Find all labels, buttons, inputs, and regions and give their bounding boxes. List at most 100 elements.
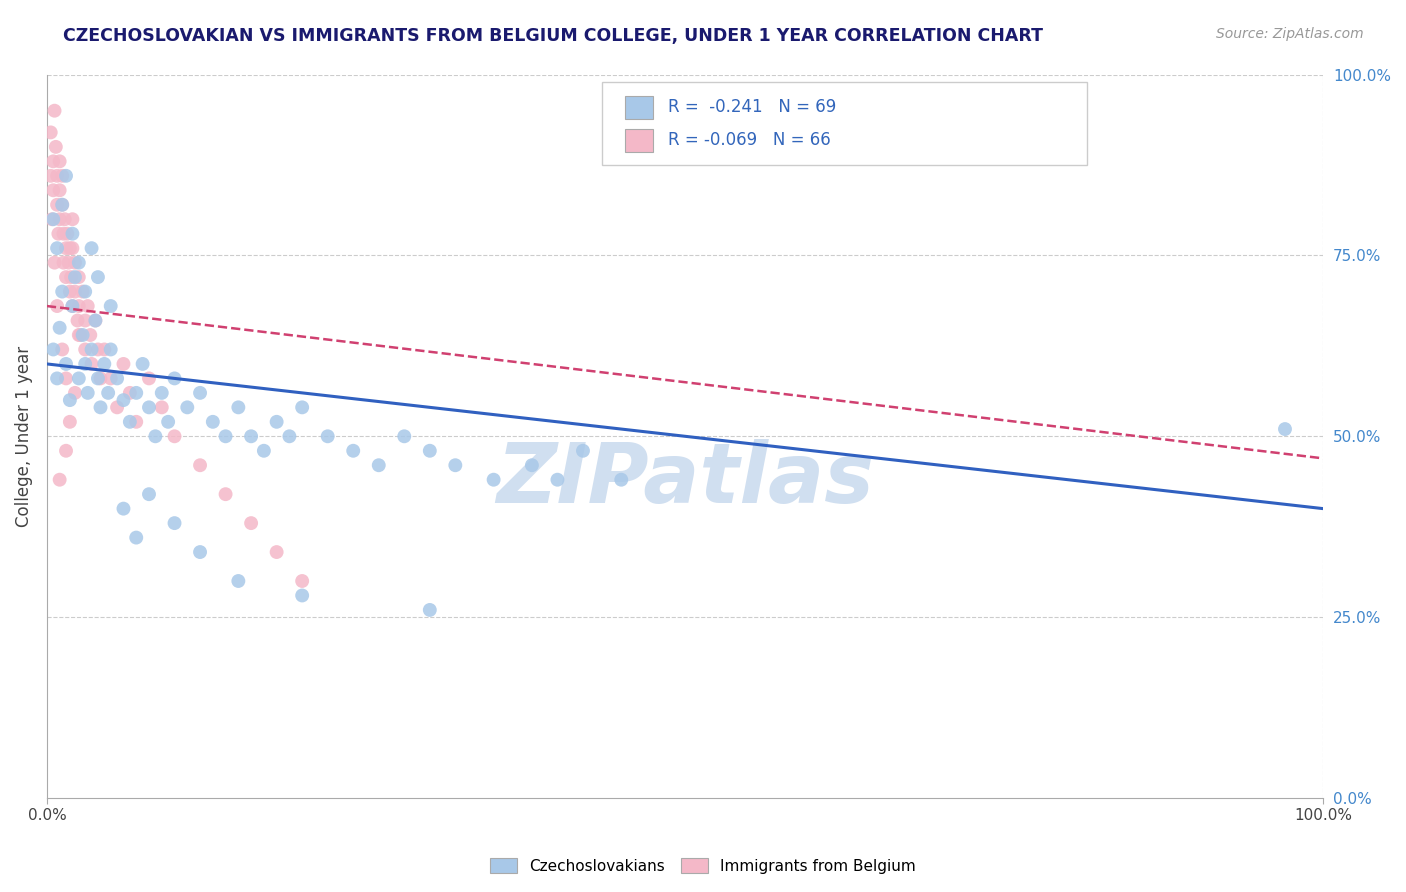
Text: Source: ZipAtlas.com: Source: ZipAtlas.com — [1216, 27, 1364, 41]
Point — [55, 169, 77, 183]
Point — [67, 328, 90, 343]
Point — [188, 458, 211, 473]
Point — [112, 501, 135, 516]
Point — [201, 415, 224, 429]
Point — [72, 328, 94, 343]
Point — [105, 401, 128, 415]
Point — [55, 443, 77, 458]
FancyBboxPatch shape — [626, 95, 654, 119]
Point — [55, 371, 77, 385]
Point — [394, 429, 416, 443]
Point — [48, 227, 70, 241]
Point — [51, 198, 73, 212]
Point — [131, 357, 153, 371]
Text: R =  -0.241   N = 69: R = -0.241 N = 69 — [668, 98, 837, 116]
Point — [278, 429, 301, 443]
Y-axis label: College, Under 1 year: College, Under 1 year — [15, 346, 32, 527]
Point — [55, 357, 77, 371]
Point — [48, 320, 70, 334]
Text: ZIPatlas: ZIPatlas — [496, 439, 875, 520]
Point — [80, 343, 103, 357]
Point — [75, 343, 97, 357]
Point — [59, 241, 82, 255]
Point — [84, 313, 107, 327]
Point — [145, 429, 167, 443]
Point — [42, 212, 65, 227]
Point — [87, 270, 110, 285]
Point — [62, 227, 84, 241]
Point — [89, 401, 111, 415]
Point — [55, 241, 77, 255]
Point — [105, 371, 128, 385]
Point — [67, 371, 90, 385]
Point — [80, 241, 103, 255]
Point — [62, 241, 84, 255]
Point — [59, 285, 82, 299]
Point — [75, 285, 97, 299]
Point — [42, 183, 65, 197]
Point — [112, 357, 135, 371]
Point — [138, 401, 160, 415]
Point — [138, 487, 160, 501]
Point — [46, 169, 69, 183]
Point — [150, 385, 173, 400]
Point — [176, 401, 198, 415]
Point — [44, 255, 66, 269]
Point — [610, 473, 633, 487]
Point — [163, 429, 186, 443]
Point — [41, 212, 63, 227]
Point — [240, 429, 263, 443]
Point — [100, 343, 122, 357]
Point — [291, 574, 314, 588]
Point — [72, 285, 94, 299]
Point — [67, 299, 90, 313]
Legend: Czechoslovakians, Immigrants from Belgium: Czechoslovakians, Immigrants from Belgiu… — [484, 852, 922, 880]
Point — [63, 385, 86, 400]
Point — [163, 371, 186, 385]
Point — [75, 357, 97, 371]
Point — [51, 285, 73, 299]
Point — [46, 299, 69, 313]
Point — [63, 285, 86, 299]
Point — [100, 371, 122, 385]
Point — [67, 270, 90, 285]
Point — [62, 212, 84, 227]
Point — [58, 255, 80, 269]
Point — [42, 154, 65, 169]
Text: CZECHOSLOVAKIAN VS IMMIGRANTS FROM BELGIUM COLLEGE, UNDER 1 YEAR CORRELATION CHA: CZECHOSLOVAKIAN VS IMMIGRANTS FROM BELGI… — [63, 27, 1043, 45]
Point — [46, 241, 69, 255]
Point — [46, 371, 69, 385]
Point — [93, 357, 115, 371]
Point — [266, 545, 288, 559]
Point — [39, 125, 62, 139]
Point — [80, 357, 103, 371]
Point — [51, 343, 73, 357]
Point — [291, 401, 314, 415]
Point — [48, 212, 70, 227]
Point — [62, 299, 84, 313]
Point — [228, 574, 250, 588]
Point — [76, 385, 98, 400]
Point — [76, 299, 98, 313]
Point — [42, 343, 65, 357]
Point — [367, 458, 389, 473]
Point — [48, 183, 70, 197]
Point — [546, 473, 568, 487]
Point — [55, 270, 77, 285]
Point — [44, 103, 66, 118]
Point — [572, 443, 595, 458]
Point — [66, 313, 89, 327]
Point — [1274, 422, 1296, 436]
Point — [125, 531, 148, 545]
Point — [125, 415, 148, 429]
Point — [63, 255, 86, 269]
Point — [63, 270, 86, 285]
Point — [228, 401, 250, 415]
Point — [51, 169, 73, 183]
Point — [157, 415, 180, 429]
Point — [150, 401, 173, 415]
Point — [342, 443, 364, 458]
Point — [56, 227, 79, 241]
Point — [52, 255, 75, 269]
Point — [67, 255, 90, 269]
